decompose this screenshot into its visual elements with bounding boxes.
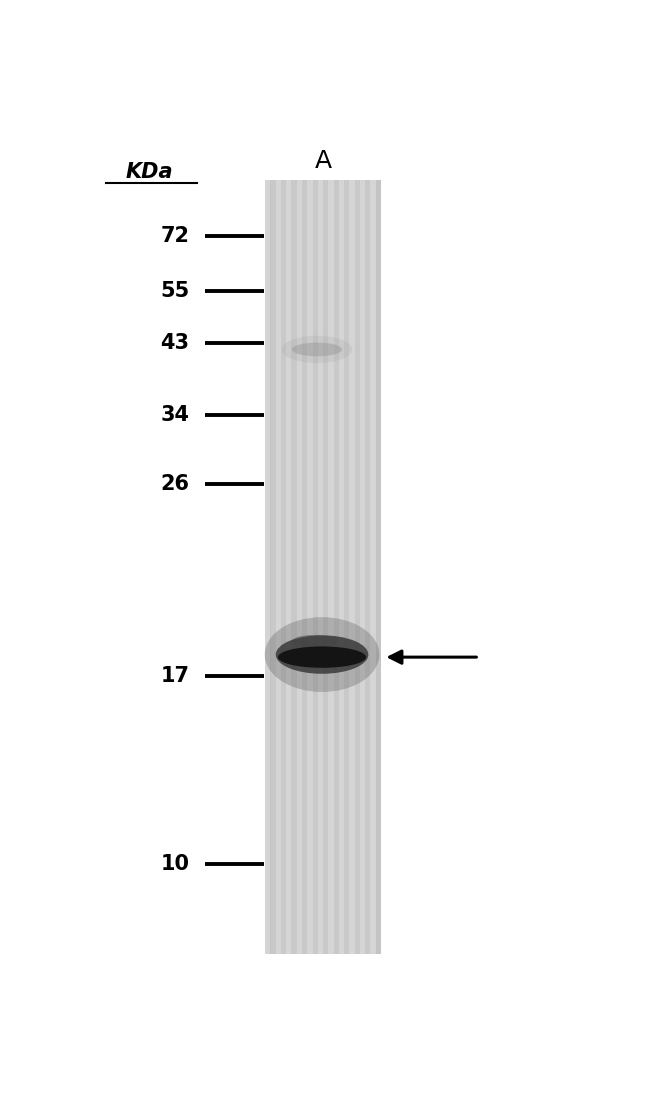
Bar (333, 180, 339, 953)
Bar (360, 180, 365, 953)
Text: 17: 17 (161, 666, 190, 686)
Bar (296, 180, 302, 953)
Bar (291, 180, 296, 953)
Ellipse shape (276, 635, 369, 674)
Ellipse shape (281, 335, 352, 363)
Bar (318, 180, 323, 953)
Bar (281, 180, 286, 953)
Bar (370, 180, 376, 953)
Bar (355, 180, 360, 953)
Text: 34: 34 (161, 405, 190, 425)
Text: 55: 55 (161, 281, 190, 301)
Text: 10: 10 (161, 854, 190, 874)
Bar (265, 180, 381, 953)
Bar (328, 180, 333, 953)
Text: 26: 26 (161, 474, 190, 494)
Text: A: A (315, 149, 332, 172)
Bar (365, 180, 370, 953)
Text: 72: 72 (161, 225, 190, 245)
Bar (302, 180, 307, 953)
Ellipse shape (291, 635, 337, 648)
Ellipse shape (278, 646, 366, 668)
Text: 43: 43 (161, 333, 190, 353)
Ellipse shape (265, 617, 380, 692)
Bar (344, 180, 350, 953)
Bar (276, 180, 281, 953)
Bar (313, 180, 318, 953)
Ellipse shape (292, 343, 342, 356)
Bar (265, 180, 270, 953)
Bar (350, 180, 355, 953)
Bar (339, 180, 344, 953)
Bar (270, 180, 276, 953)
Bar (307, 180, 313, 953)
Bar (376, 180, 381, 953)
Bar (286, 180, 291, 953)
Bar (323, 180, 328, 953)
Bar (271, 180, 375, 953)
Text: KDa: KDa (125, 162, 173, 182)
